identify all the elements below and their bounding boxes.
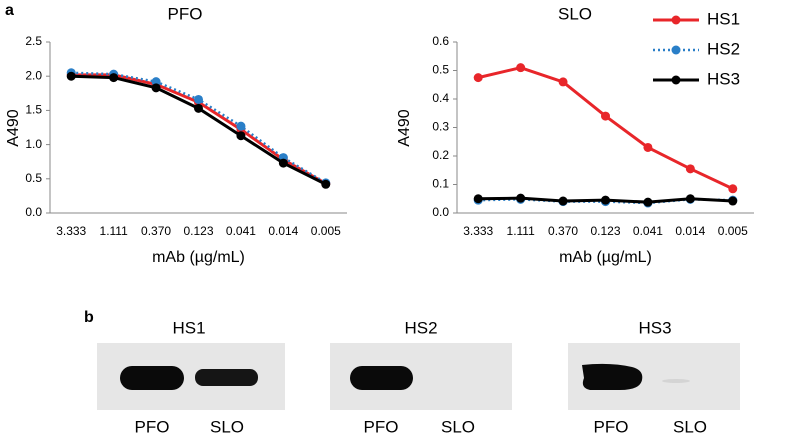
x-tick-label: 0.014 bbox=[268, 224, 298, 238]
lane-label: SLO bbox=[441, 417, 475, 436]
point bbox=[194, 94, 203, 104]
series-line bbox=[71, 73, 327, 185]
x-tick-label: 1.111 bbox=[507, 224, 536, 238]
y-tick-label: 0.0 bbox=[432, 205, 449, 219]
chart-title: PFO bbox=[168, 4, 203, 23]
lane-label: PFO bbox=[594, 417, 629, 436]
point bbox=[643, 197, 653, 207]
x-tick-label: 0.370 bbox=[548, 224, 578, 238]
y-tick-label: 2.5 bbox=[25, 34, 42, 48]
point bbox=[643, 142, 653, 152]
x-tick-label: 0.123 bbox=[590, 224, 620, 238]
point bbox=[473, 73, 483, 83]
point bbox=[278, 158, 288, 168]
lane-label: PFO bbox=[135, 417, 170, 436]
x-tick-label: 0.123 bbox=[183, 224, 213, 238]
point bbox=[516, 63, 526, 73]
point bbox=[516, 193, 526, 203]
y-axis-title: A490 bbox=[5, 109, 22, 146]
x-axis-title: mAb (µg/mL) bbox=[152, 249, 245, 266]
point bbox=[236, 121, 246, 131]
y-axis-title: A490 bbox=[396, 109, 413, 146]
point bbox=[66, 71, 76, 81]
x-tick-label: 0.014 bbox=[675, 224, 705, 238]
legend-label: HS1 bbox=[707, 9, 740, 28]
x-tick-label: 0.041 bbox=[633, 224, 663, 238]
blot-title: HS2 bbox=[404, 318, 437, 337]
point bbox=[194, 103, 203, 113]
y-tick-label: 0.3 bbox=[432, 120, 449, 134]
point bbox=[601, 195, 610, 205]
point bbox=[151, 83, 161, 93]
panel-label: b bbox=[84, 309, 94, 326]
y-tick-label: 0.1 bbox=[432, 177, 449, 191]
y-tick-label: 0.5 bbox=[432, 63, 449, 77]
legend-marker bbox=[671, 75, 681, 85]
y-tick-label: 0.4 bbox=[432, 91, 449, 105]
panel-label: a bbox=[5, 2, 14, 19]
point bbox=[601, 111, 610, 121]
point bbox=[728, 184, 738, 194]
series-line bbox=[71, 74, 327, 186]
blot-title: HS1 bbox=[172, 318, 205, 337]
x-tick-label: 0.041 bbox=[226, 224, 256, 238]
x-tick-label: 0.370 bbox=[141, 224, 171, 238]
blot-title: HS3 bbox=[638, 318, 671, 337]
legend-label: HS2 bbox=[707, 39, 740, 58]
x-tick-label: 3.333 bbox=[56, 224, 86, 238]
legend-marker bbox=[671, 15, 681, 25]
y-tick-label: 1.0 bbox=[25, 137, 42, 151]
x-tick-label: 3.333 bbox=[463, 224, 493, 238]
x-tick-label: 0.005 bbox=[311, 224, 341, 238]
x-tick-label: 0.005 bbox=[718, 224, 748, 238]
y-tick-label: 0.2 bbox=[432, 148, 449, 162]
lane-label: SLO bbox=[673, 417, 707, 436]
series-line bbox=[477, 66, 734, 191]
chart-title: SLO bbox=[558, 4, 592, 23]
x-tick-label: 1.111 bbox=[100, 224, 129, 238]
point bbox=[473, 194, 483, 204]
point bbox=[728, 196, 738, 206]
y-tick-label: 0.5 bbox=[25, 171, 42, 185]
lane-label: PFO bbox=[364, 417, 399, 436]
point bbox=[109, 73, 119, 83]
legend-marker bbox=[671, 45, 681, 55]
point bbox=[558, 77, 568, 87]
y-tick-label: 2.0 bbox=[25, 68, 42, 82]
point bbox=[321, 179, 331, 189]
point bbox=[685, 164, 695, 174]
band bbox=[195, 369, 258, 386]
point bbox=[685, 194, 695, 204]
band bbox=[120, 366, 184, 390]
y-tick-label: 1.5 bbox=[25, 103, 42, 117]
lane-label: SLO bbox=[210, 417, 244, 436]
y-tick-label: 0.6 bbox=[432, 34, 449, 48]
point bbox=[236, 131, 246, 141]
point bbox=[151, 77, 161, 87]
band bbox=[662, 379, 690, 383]
band bbox=[582, 363, 643, 390]
legend-label: HS3 bbox=[707, 69, 740, 88]
band bbox=[350, 366, 413, 390]
point bbox=[558, 196, 568, 206]
y-tick-label: 0.0 bbox=[25, 205, 42, 219]
x-axis-title: mAb (µg/mL) bbox=[559, 249, 652, 266]
